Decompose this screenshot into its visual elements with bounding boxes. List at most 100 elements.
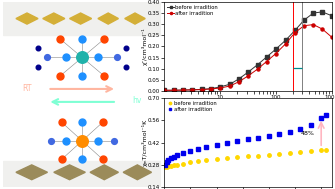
after irradition	[298, 128, 302, 130]
after irradition	[246, 75, 250, 77]
after irradition	[309, 124, 313, 126]
before irradition	[214, 158, 218, 160]
before irradition	[169, 164, 173, 167]
Polygon shape	[54, 165, 85, 180]
after irradition	[265, 60, 269, 63]
before irradition	[209, 88, 213, 90]
before irradition	[225, 157, 229, 159]
before irradition	[288, 152, 292, 154]
after irradition	[256, 137, 260, 139]
before irradition	[274, 48, 278, 50]
after irradition	[214, 144, 218, 146]
before irradition	[267, 154, 271, 156]
after irradition	[204, 146, 208, 148]
after irradition	[181, 89, 185, 91]
after irradition	[175, 154, 179, 156]
after irradition	[246, 138, 250, 141]
Text: 48%: 48%	[301, 131, 315, 136]
before irradition	[265, 56, 269, 58]
before irradition	[311, 12, 315, 14]
before irradition	[324, 149, 328, 151]
Polygon shape	[43, 13, 65, 24]
after irradition	[165, 161, 169, 164]
Polygon shape	[125, 13, 145, 24]
Polygon shape	[98, 13, 119, 24]
Text: RT: RT	[22, 84, 32, 93]
Bar	[3, 161, 161, 187]
after irradition	[169, 157, 173, 160]
before irradition	[175, 163, 179, 166]
before irradition	[165, 166, 169, 168]
Line: after irradition: after irradition	[163, 23, 333, 92]
before irradition	[246, 155, 250, 158]
Y-axis label: χₘT/cm³mol⁻¹K: χₘT/cm³mol⁻¹K	[142, 119, 148, 166]
after irradition	[196, 148, 200, 150]
before irradition	[330, 15, 334, 17]
Legend: before irradition, after irradition: before irradition, after irradition	[167, 101, 217, 113]
before irradition	[163, 166, 167, 168]
after irradition	[200, 88, 204, 91]
before irradition	[277, 153, 281, 155]
after irradition	[209, 88, 213, 90]
Polygon shape	[90, 165, 119, 180]
before irradition	[218, 86, 222, 88]
before irradition	[190, 89, 194, 91]
before irradition	[256, 154, 260, 157]
after irradition	[311, 23, 315, 26]
after irradition	[236, 140, 240, 142]
after irradition	[172, 89, 176, 91]
after irradition	[267, 135, 271, 137]
Legend: before irradition, after irradition: before irradition, after irradition	[167, 5, 219, 17]
after irradition	[293, 32, 297, 34]
Polygon shape	[70, 13, 92, 24]
before irradition	[181, 162, 185, 165]
before irradition	[172, 89, 176, 91]
after irradition	[218, 87, 222, 89]
after irradition	[188, 150, 192, 152]
Polygon shape	[123, 165, 151, 180]
after irradition	[228, 85, 232, 87]
before irradition	[228, 83, 232, 85]
Y-axis label: χ″/cm³mol⁻¹: χ″/cm³mol⁻¹	[142, 28, 148, 65]
after irradition	[277, 133, 281, 136]
X-axis label: v (Hz): v (Hz)	[237, 106, 259, 115]
Text: hv: hv	[133, 96, 142, 105]
after irradition	[320, 28, 324, 30]
Polygon shape	[16, 165, 48, 180]
before irradition	[256, 64, 260, 66]
Bar	[3, 2, 161, 35]
before irradition	[204, 159, 208, 162]
after irradition	[237, 81, 241, 83]
after irradition	[166, 159, 171, 162]
before irradition	[188, 161, 192, 164]
after irradition	[256, 68, 260, 70]
before irradition	[196, 160, 200, 163]
after irradition	[319, 117, 323, 120]
after irradition	[330, 36, 334, 38]
Line: before irradition: before irradition	[163, 10, 333, 92]
before irradition	[319, 149, 323, 151]
Polygon shape	[16, 13, 38, 24]
before irradition	[298, 151, 302, 154]
before irradition	[236, 156, 240, 158]
after irradition	[181, 152, 185, 154]
before irradition	[246, 71, 250, 73]
after irradition	[274, 52, 278, 55]
before irradition	[237, 77, 241, 80]
Line: before irradition: before irradition	[163, 148, 328, 169]
Line: after irradition: after irradition	[163, 114, 328, 166]
before irradition	[172, 164, 176, 166]
before irradition	[162, 89, 166, 91]
after irradition	[324, 114, 328, 116]
before irradition	[293, 29, 297, 32]
after irradition	[172, 155, 176, 158]
before irradition	[181, 89, 185, 91]
before irradition	[200, 88, 204, 91]
before irradition	[166, 165, 171, 167]
before irradition	[309, 150, 313, 153]
after irradition	[302, 25, 306, 27]
after irradition	[162, 89, 166, 91]
after irradition	[288, 131, 292, 133]
after irradition	[284, 43, 288, 45]
after irradition	[225, 142, 229, 144]
